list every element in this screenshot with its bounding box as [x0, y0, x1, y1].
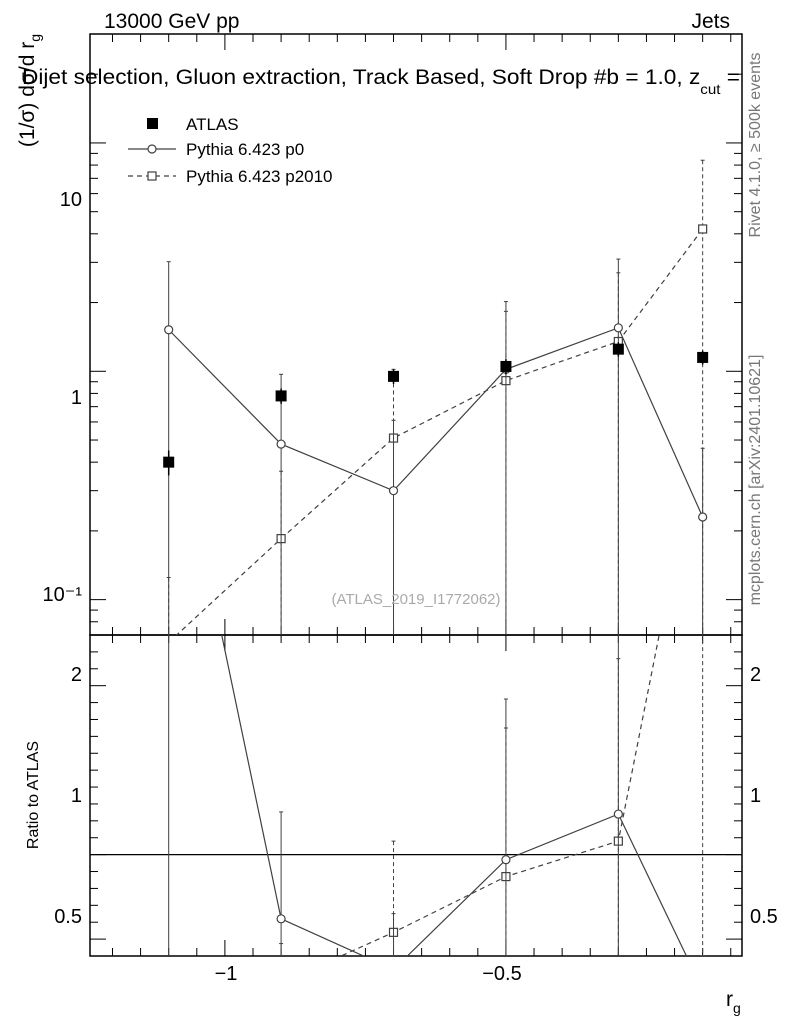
atlas-marker — [388, 370, 400, 382]
atlas-marker — [500, 360, 512, 372]
mcplots-label: mcplots.cern.ch [arXiv:2401.10621] — [747, 355, 764, 606]
zcut-equals: = — [720, 66, 740, 89]
pythia-p0-ratio-marker — [501, 855, 511, 865]
y-axis-label-main-sub: g — [27, 34, 43, 42]
atlas-marker — [697, 351, 709, 363]
pythia-p0-ratio-marker — [390, 966, 398, 974]
x-tick-label-0: −1 — [215, 963, 238, 985]
ratio-y-tick-label-right-2: 2 — [750, 664, 761, 686]
rivet-label: Rivet 4.1.0, ≥ 500k events — [747, 53, 764, 238]
pythia-p2010-marker — [698, 224, 708, 234]
ratio-y-tick-label-2: 2 — [71, 664, 82, 686]
legend-atlas-marker — [147, 118, 158, 129]
selection-label: Dijet selection, Gluon extraction, Track… — [22, 66, 740, 97]
main-panel-marks — [163, 159, 709, 635]
pythia-p0-ratio-line — [221, 635, 688, 956]
ratio-y-tick-label-right-1: 1 — [750, 785, 761, 807]
pythia-p0-marker — [613, 323, 623, 333]
main-y-tick-label-1: 1 — [71, 387, 82, 409]
ratio-panel-marks — [90, 635, 742, 1001]
x-axis-label: rg — [726, 988, 741, 1016]
main-y-tick-label-2: 10 — [60, 189, 82, 211]
pythia-p0-ratio-marker — [613, 809, 623, 819]
atlas-marker — [612, 343, 624, 355]
pythia-p0-marker — [388, 486, 399, 496]
pythia-p0-ratio-marker — [699, 986, 707, 994]
pythia-p0-marker — [164, 325, 174, 335]
legend-atlas-label: ATLAS — [186, 115, 239, 134]
legend-p0-label: Pythia 6.423 p0 — [186, 140, 304, 159]
main-y-tick-label-0: 10⁻¹ — [43, 584, 83, 606]
ratio-plot-frame — [89, 634, 743, 957]
pythia-p0-marker — [698, 512, 708, 522]
y-axis-label-main: (1/σ) dσ/d rg — [16, 34, 43, 147]
x-axis-label-sub: g — [733, 1000, 741, 1016]
y-axis-label-ratio: Ratio to ATLAS — [25, 741, 42, 849]
legend-p2010-marker — [147, 171, 157, 181]
pythia-p0-ratio-marker — [276, 914, 286, 924]
pythia-p2010-line — [175, 228, 704, 635]
analysis-watermark: (ATLAS_2019_I1772062) — [331, 591, 500, 608]
legend-p0-marker — [147, 144, 157, 154]
atlas-marker — [275, 390, 287, 402]
pythia-p0-marker — [276, 439, 286, 449]
energy-label: 13000 GeV pp — [104, 10, 239, 33]
pythia-p2010-ratio-marker — [277, 979, 285, 987]
ratio-y-tick-label-1: 1 — [71, 785, 82, 807]
pythia-p0-line — [168, 327, 704, 518]
zcut-subscript: cut — [700, 81, 720, 97]
x-tick-label-1: −0.5 — [482, 963, 521, 985]
pythia-p2010-ratio-marker — [165, 993, 173, 1001]
legend: ATLAS Pythia 6.423 p0 Pythia 6.423 p2010 — [128, 115, 333, 186]
ratio-y-tick-label-right-0: 0.5 — [750, 906, 778, 928]
pythia-p2010-ratio-line — [339, 635, 660, 956]
legend-p2010-label: Pythia 6.423 p2010 — [186, 167, 333, 186]
ratio-y-tick-label-0: 0.5 — [54, 906, 82, 928]
data-marks — [90, 159, 742, 1001]
jets-label: Jets — [691, 10, 730, 33]
atlas-marker — [163, 456, 175, 468]
